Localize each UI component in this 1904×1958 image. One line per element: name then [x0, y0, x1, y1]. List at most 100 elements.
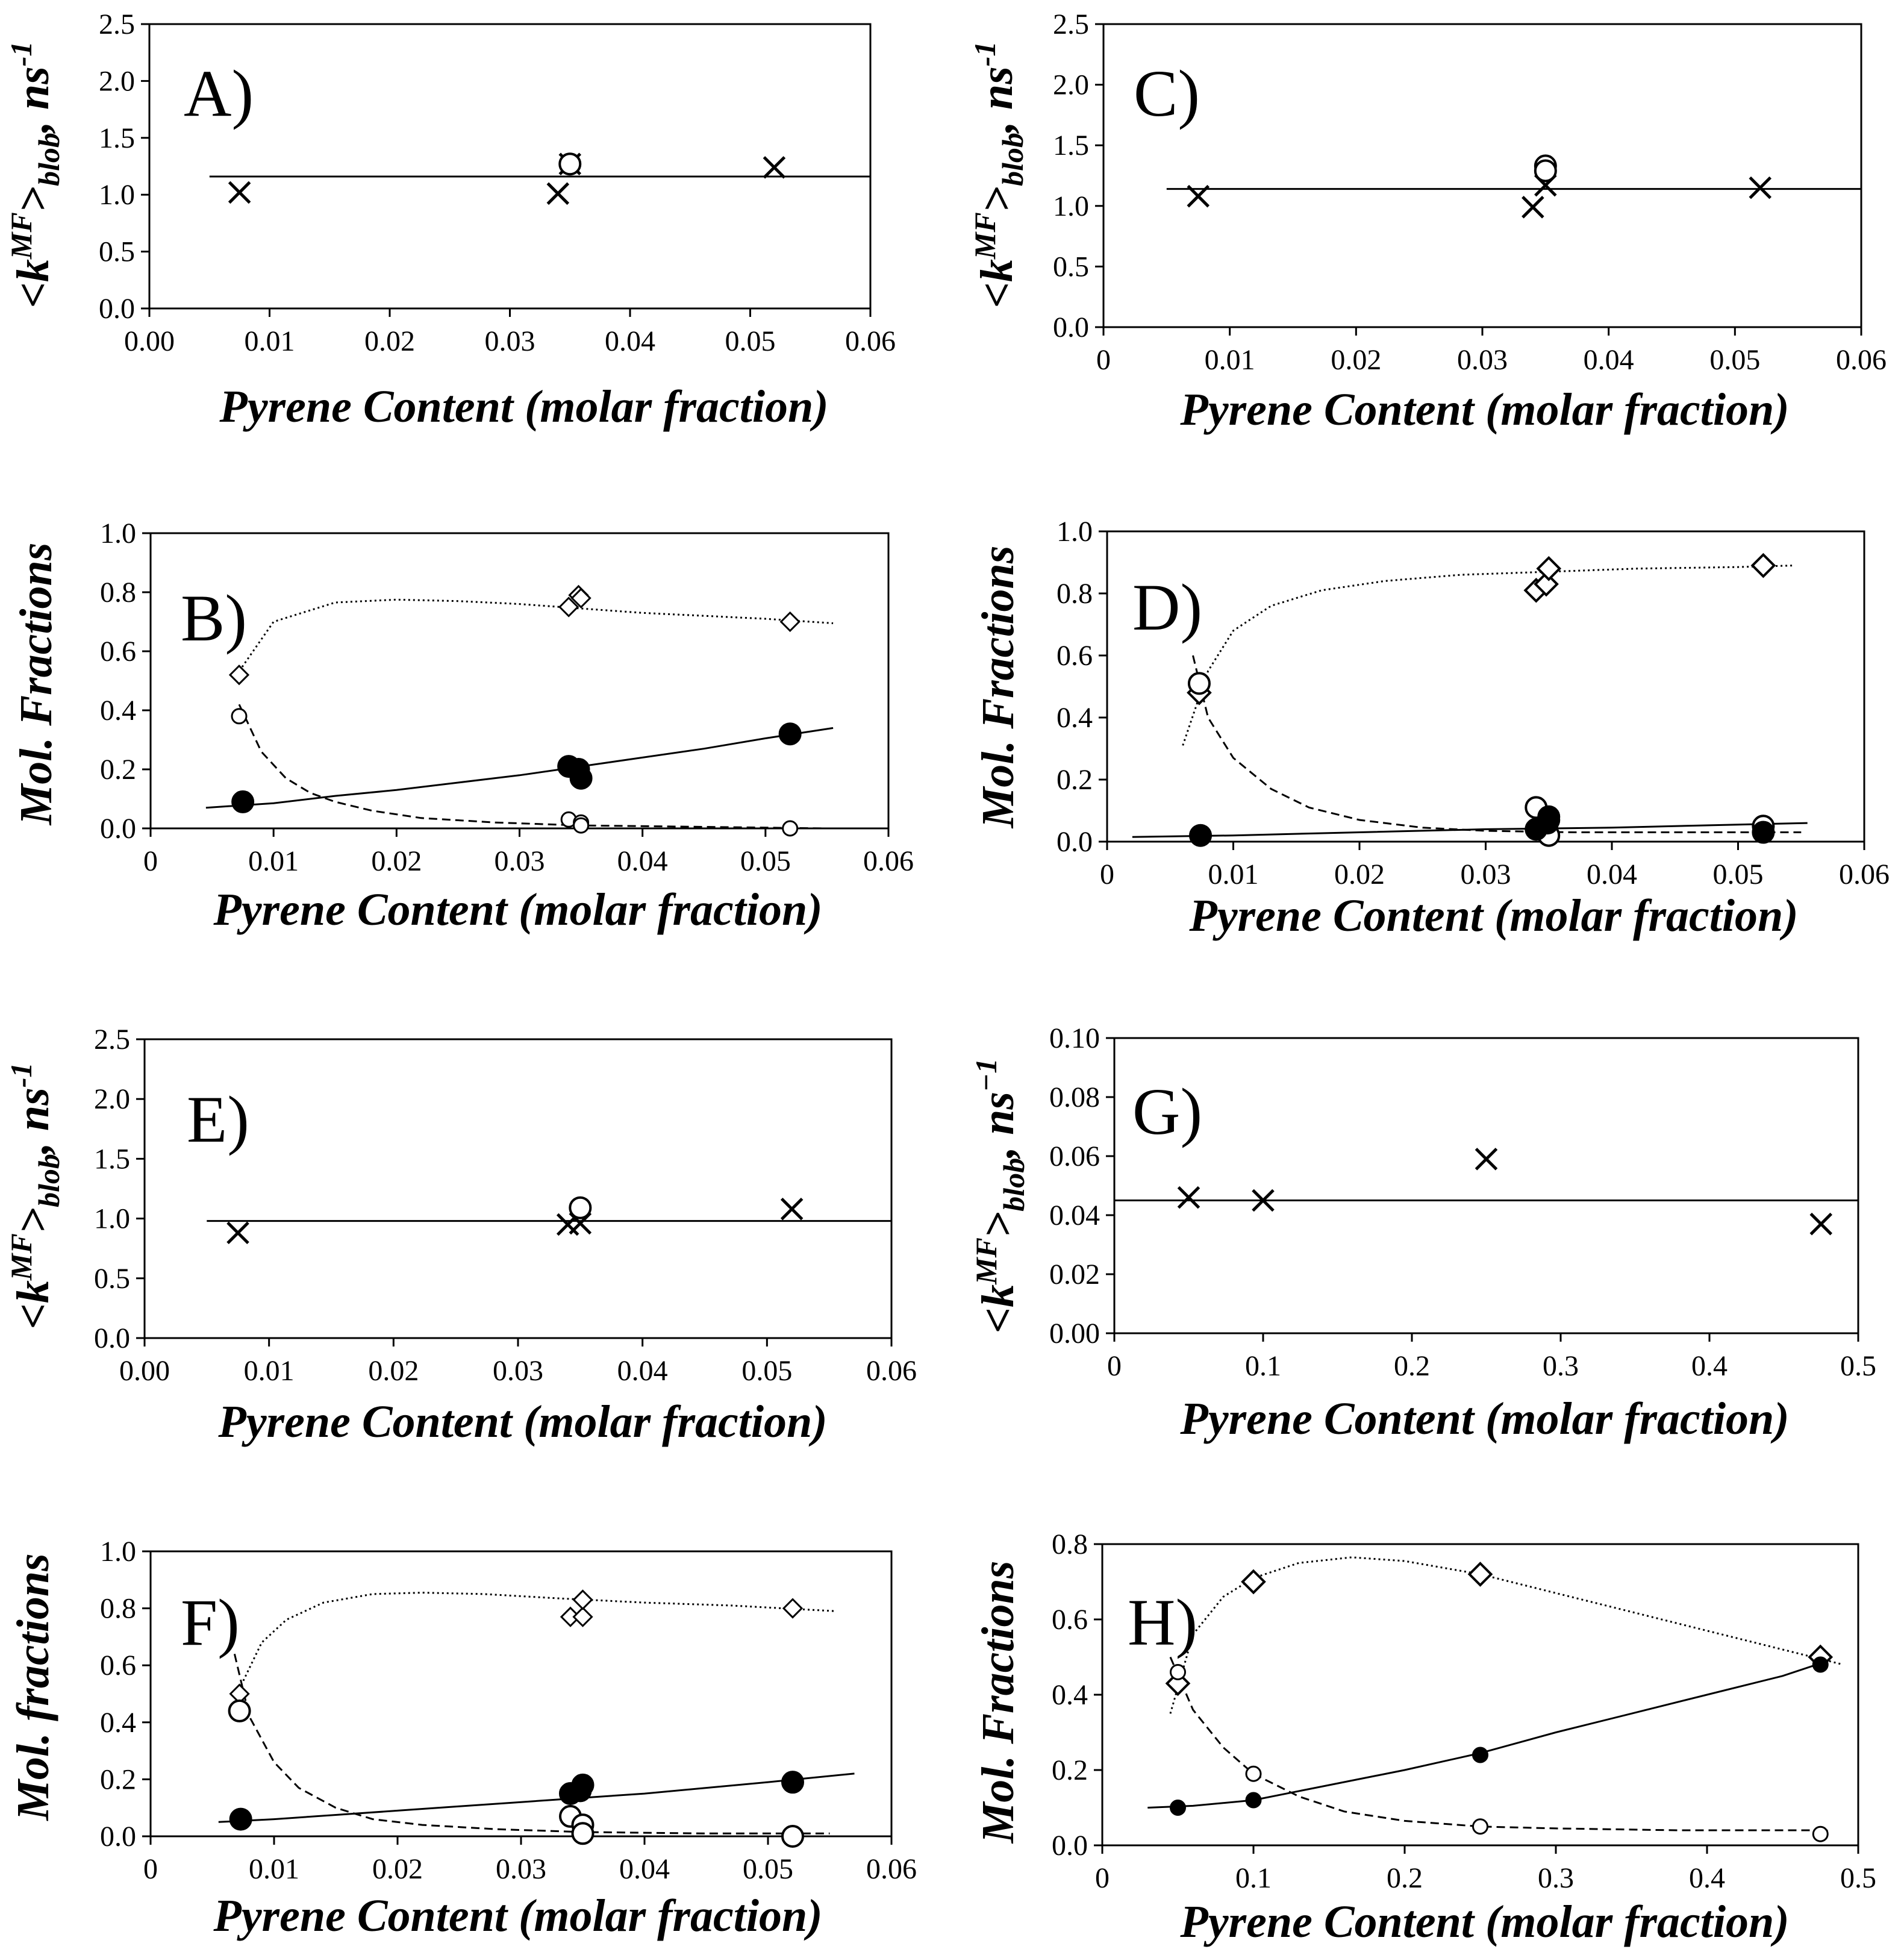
- panel-h-x-tick-label: 0.3: [1538, 1862, 1574, 1894]
- panel-d-dashed-fit-line: [1192, 655, 1802, 833]
- panel-c-y-tick-label: 2.5: [1053, 8, 1089, 40]
- panel-d-y-tick-label: 1.0: [1057, 516, 1093, 548]
- panel-b-x-tick-label: 0.04: [617, 845, 668, 877]
- panel-f-x-tick-label: 0.04: [619, 1853, 670, 1885]
- panel-g-y-tick-label: 0.02: [1049, 1259, 1100, 1290]
- panel-f-chart: F) Pyrene Content (molar fraction) Mol. …: [8, 1536, 917, 1941]
- panel-h-filled-circles-point: [1472, 1747, 1488, 1763]
- panel-f-x-tick-label: 0.06: [866, 1853, 917, 1885]
- panel-c-chart: C) Pyrene Content (molar fraction) <kMF>…: [968, 8, 1887, 435]
- panel-g-x-tick-label: 0.1: [1245, 1350, 1281, 1382]
- panel-c-y-tick-label: 0.0: [1053, 311, 1089, 343]
- panel-b-diamonds-point: [558, 596, 579, 618]
- panel-b-filled-circles-point: [231, 790, 255, 813]
- panel-g-label: G): [1132, 1075, 1202, 1148]
- panel-c-x-tick-label: 0.02: [1331, 344, 1381, 376]
- panel-f-x-tick-label: 0.02: [372, 1853, 423, 1885]
- panel-e-y-axis-title: <kMF>blob, ns-1: [4, 1063, 66, 1330]
- panel-a-x-tick-label: 0.04: [605, 325, 655, 357]
- panel-b-dotted-fit-line: [236, 598, 834, 676]
- panel-f-y-tick-label: 1.0: [100, 1536, 136, 1568]
- panel-d-dotted-fit-line: [1182, 565, 1795, 746]
- panel-g-x-points-point: [1252, 1189, 1275, 1212]
- panel-g-x-axis-title: Pyrene Content (molar fraction): [1179, 1393, 1789, 1444]
- panel-d-x-axis-title: Pyrene Content (molar fraction): [1188, 890, 1798, 941]
- panel-b-y-tick-label: 1.0: [100, 518, 136, 549]
- panel-a-x-tick-label: 0.01: [245, 325, 295, 357]
- panel-b-filled-circles-point: [778, 722, 802, 746]
- panel-d-diamonds-point: [1750, 552, 1776, 578]
- panel-e-y-tick-label: 0.0: [94, 1322, 130, 1354]
- panel-b-filled-circles-point: [569, 766, 593, 790]
- panel-h-x-tick-label: 0.2: [1387, 1862, 1423, 1894]
- panel-h-y-tick-label: 0.2: [1052, 1754, 1088, 1786]
- panel-b-y-tick-label: 0.8: [100, 577, 136, 608]
- panel-b-open-circles-point: [573, 817, 590, 834]
- panel-b-x-tick-label: 0.01: [248, 845, 299, 877]
- panel-a-x-points-point: [763, 156, 786, 179]
- panel-d-diamonds-point: [1534, 571, 1559, 597]
- panel-h-y-axis-title: Mol. Fractions: [973, 1561, 1023, 1844]
- panel-b-y-tick-label: 0.4: [100, 695, 136, 727]
- panel-g-x-points-point: [1177, 1186, 1200, 1209]
- panel-d-y-tick-label: 0.6: [1057, 640, 1093, 672]
- panel-h-filled-circles-point: [1245, 1792, 1262, 1809]
- panel-d-label: D): [1132, 571, 1202, 644]
- panel-d-solid-fit-line: [1132, 822, 1808, 838]
- panel-c-x-tick-label: 0.06: [1836, 344, 1887, 376]
- panel-a-y-tick-label: 0.0: [99, 293, 135, 325]
- panel-f-x-tick-label: 0.01: [249, 1853, 299, 1885]
- panel-f-solid-fit-line: [218, 1772, 855, 1823]
- panel-h-x-tick-label: 0.4: [1689, 1862, 1725, 1894]
- panel-c-x-tick-label: 0: [1096, 344, 1111, 376]
- panel-d-chart: D) Pyrene Content (molar fraction) Mol. …: [973, 516, 1890, 941]
- panel-b-diamonds-point: [228, 665, 250, 686]
- panel-f-y-tick-label: 0.4: [100, 1707, 136, 1739]
- panel-a-x-tick-label: 0.00: [124, 325, 175, 357]
- panel-d-y-axis-title: Mol. Fractions: [973, 546, 1023, 829]
- panel-a-y-axis-title: <kMF>blob, ns-1: [4, 42, 66, 308]
- panel-e-y-tick-label: 1.0: [94, 1203, 130, 1235]
- panel-d-x-tick-label: 0.02: [1334, 859, 1385, 890]
- panel-d-diamonds-point: [1536, 555, 1562, 581]
- panel-h-y-tick-label: 0.4: [1052, 1679, 1088, 1711]
- panel-h-filled-circles-point: [1170, 1800, 1186, 1816]
- panel-a-x-tick-label: 0.05: [725, 325, 776, 357]
- panel-c-y-tick-label: 0.5: [1053, 251, 1089, 283]
- panel-f-y-tick-label: 0.6: [100, 1650, 136, 1681]
- panel-c-open-circles-point: [1534, 159, 1557, 183]
- panel-f-diamonds-point: [572, 1606, 593, 1627]
- panel-a-x-tick-label: 0.03: [485, 325, 535, 357]
- panel-a-x-points-point: [228, 181, 251, 204]
- panel-g-y-tick-label: 0.08: [1049, 1081, 1100, 1113]
- panel-e-label: E): [187, 1083, 249, 1156]
- panel-d-x-tick-label: 0.03: [1461, 859, 1511, 890]
- panel-g-x-points-point: [1809, 1212, 1833, 1236]
- panel-g-y-tick-label: 0.10: [1049, 1022, 1100, 1054]
- panel-e-open-circles-point: [569, 1196, 592, 1219]
- panel-h-open-circles-point: [1245, 1765, 1262, 1782]
- panel-g-y-tick-label: 0.06: [1049, 1140, 1100, 1172]
- panel-b-x-tick-label: 0.03: [495, 845, 545, 877]
- panel-a-y-tick-label: 0.5: [99, 236, 135, 268]
- panel-b-x-axis-title: Pyrene Content (molar fraction): [213, 884, 822, 935]
- panel-h-open-circles-point: [1170, 1664, 1186, 1680]
- panel-e-x-tick-label: 0.02: [368, 1355, 419, 1387]
- panel-e-x-points-point: [226, 1221, 249, 1245]
- panel-c-y-tick-label: 2.0: [1053, 69, 1089, 101]
- panel-a-y-tick-label: 2.5: [99, 8, 135, 40]
- panel-g-plot-frame: [1113, 1037, 1859, 1334]
- panel-b-chart: B) Pyrene Content (molar fraction) Mol. …: [11, 518, 914, 935]
- panel-h-label: H): [1128, 1586, 1197, 1659]
- panel-f-x-tick-label: 0.05: [743, 1853, 793, 1885]
- panel-a-x-tick-label: 0.02: [364, 325, 415, 357]
- panel-d-x-tick-label: 0: [1100, 859, 1114, 890]
- panel-d-y-tick-label: 0.4: [1057, 702, 1093, 734]
- panel-c-label: C): [1134, 57, 1200, 130]
- panel-e-x-tick-label: 0.03: [493, 1355, 543, 1387]
- panel-c-x-axis-title: Pyrene Content (molar fraction): [1179, 384, 1789, 435]
- panel-g-y-tick-label: 0.00: [1049, 1318, 1100, 1350]
- panel-f-open-circles-point: [571, 1822, 595, 1845]
- panel-g-x-tick-label: 0.2: [1394, 1350, 1430, 1382]
